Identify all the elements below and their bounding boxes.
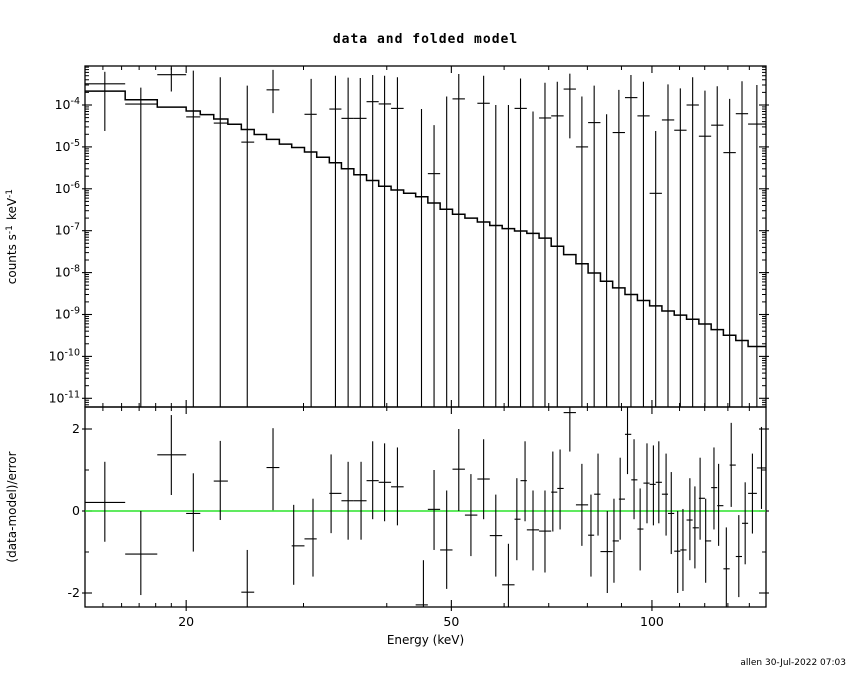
y-tick-label: 10-9 <box>55 306 80 322</box>
timestamp: allen 30-Jul-2022 07:03 <box>740 658 846 668</box>
x-tick-label: 50 <box>443 614 459 629</box>
y-tick-label: 10-11 <box>49 389 80 405</box>
y-axis-label-counts: counts s-1 keV-1 <box>5 188 19 285</box>
model-histogram <box>85 90 766 348</box>
y-tick-label: 10-4 <box>55 96 80 112</box>
residual-tick-label: 2 <box>72 421 80 436</box>
y-tick-label: 10-8 <box>55 264 80 280</box>
y-axis-label-residual: (data-model)/error <box>5 451 19 562</box>
y-tick-label: 10-10 <box>49 347 80 363</box>
residual-tick-label: 0 <box>72 503 80 518</box>
residual-tick-label: -2 <box>68 585 80 600</box>
x-tick-label: 100 <box>640 614 664 629</box>
bottom-panel-frame <box>84 406 767 608</box>
x-tick-label: 20 <box>178 614 194 629</box>
y-tick-label: 10-5 <box>55 138 80 154</box>
plot-title: data and folded model <box>332 32 519 47</box>
x-axis-label: Energy (keV) <box>386 633 465 647</box>
y-tick-label: 10-7 <box>55 222 80 238</box>
y-tick-label: 10-6 <box>55 180 80 196</box>
